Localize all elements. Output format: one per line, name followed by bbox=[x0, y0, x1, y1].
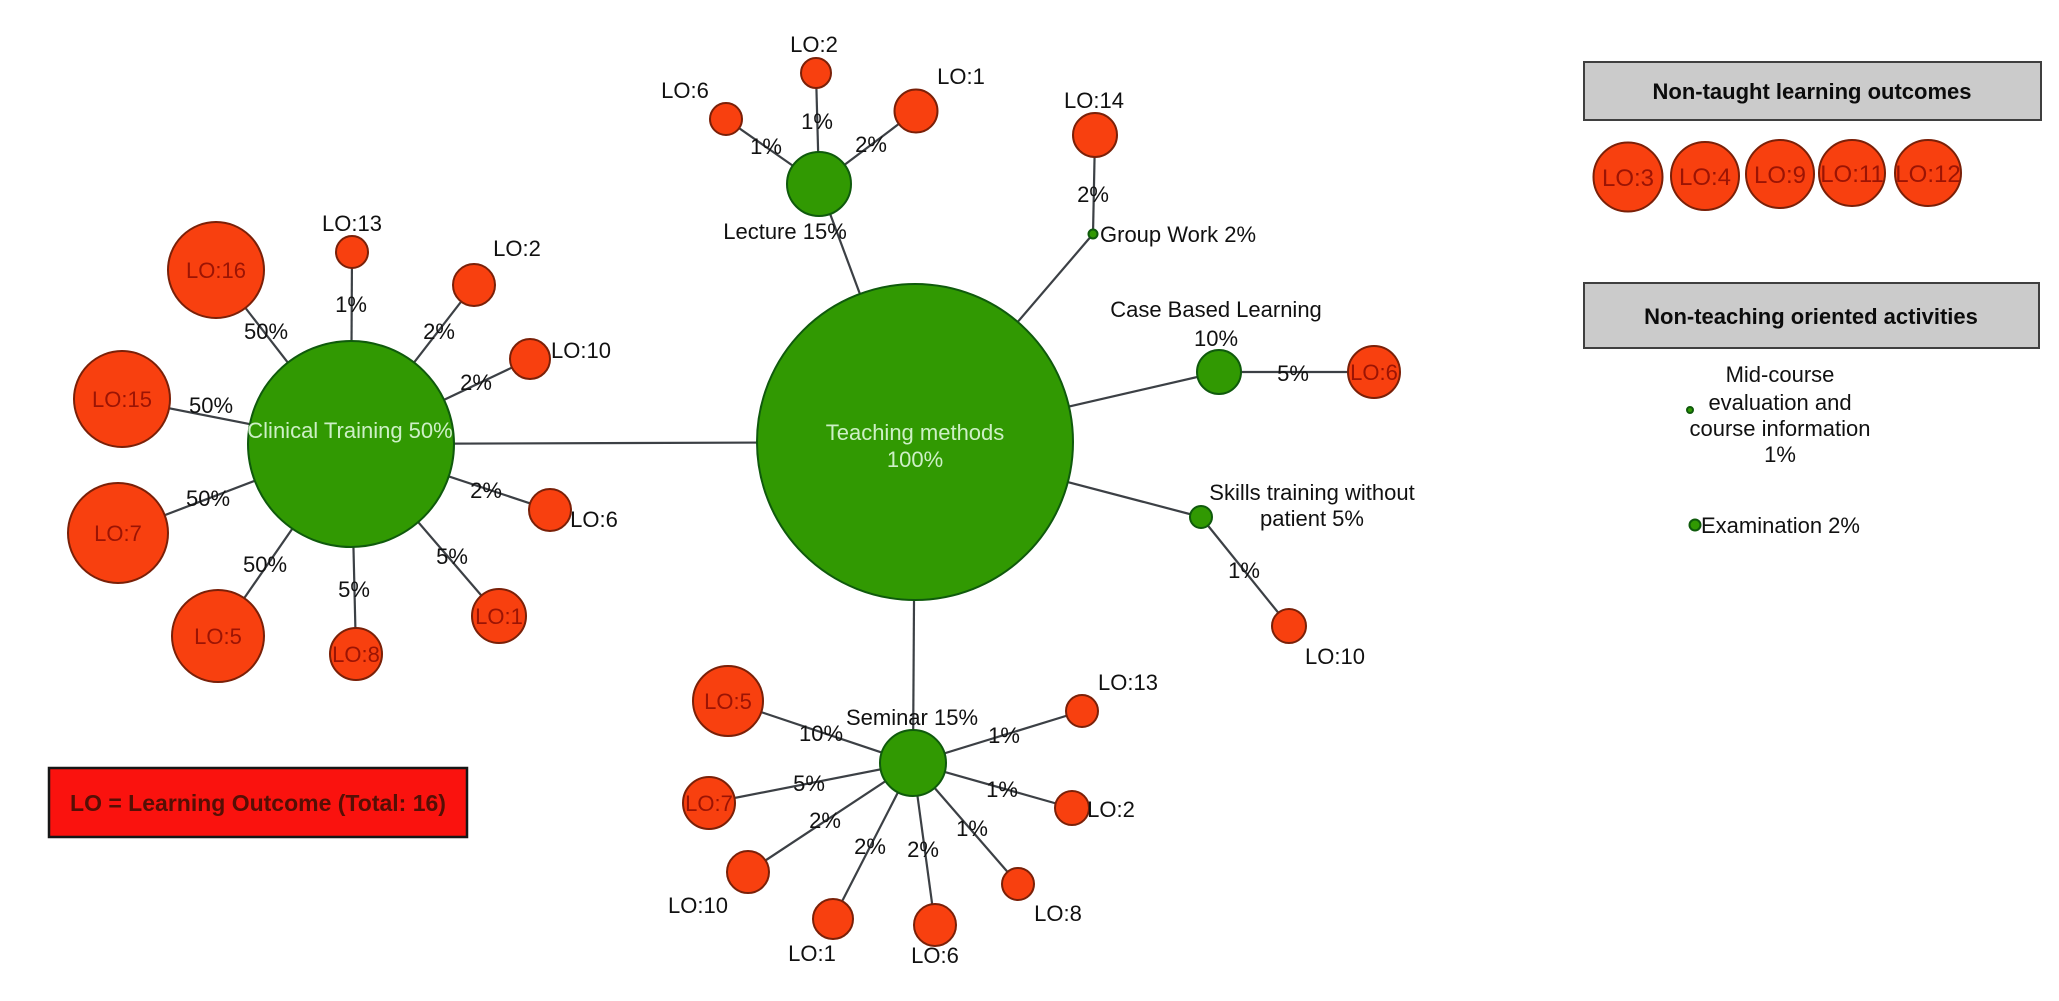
svg-text:Group Work 2%: Group Work 2% bbox=[1100, 222, 1256, 247]
svg-text:Case Based Learning: Case Based Learning bbox=[1110, 297, 1322, 322]
svg-text:Teaching methods: Teaching methods bbox=[826, 420, 1005, 445]
svg-text:evaluation and: evaluation and bbox=[1708, 390, 1851, 415]
svg-text:5%: 5% bbox=[436, 544, 468, 569]
svg-text:LO:1: LO:1 bbox=[475, 604, 523, 629]
svg-text:LO:6: LO:6 bbox=[661, 78, 709, 103]
svg-text:LO = Learning Outcome (Total:: LO = Learning Outcome (Total: 16) bbox=[70, 790, 446, 816]
svg-text:Non-taught learning outcomes: Non-taught learning outcomes bbox=[1653, 79, 1972, 104]
svg-text:LO:2: LO:2 bbox=[493, 236, 541, 261]
svg-text:1%: 1% bbox=[335, 292, 367, 317]
svg-text:LO:12: LO:12 bbox=[1895, 161, 1960, 188]
svg-text:1%: 1% bbox=[986, 777, 1018, 802]
svg-text:2%: 2% bbox=[470, 478, 502, 503]
svg-text:LO:11: LO:11 bbox=[1820, 161, 1884, 188]
svg-text:2%: 2% bbox=[809, 808, 841, 833]
svg-text:Non-teaching oriented activiti: Non-teaching oriented activities bbox=[1644, 304, 1978, 329]
svg-text:LO:7: LO:7 bbox=[685, 791, 733, 816]
svg-text:LO:9: LO:9 bbox=[1754, 162, 1806, 189]
svg-text:LO:2: LO:2 bbox=[1087, 797, 1135, 822]
svg-text:LO:15: LO:15 bbox=[92, 387, 152, 412]
svg-text:50%: 50% bbox=[189, 393, 233, 418]
svg-text:LO:2: LO:2 bbox=[790, 32, 838, 57]
svg-text:2%: 2% bbox=[855, 132, 887, 157]
svg-text:LO:10: LO:10 bbox=[668, 893, 728, 918]
svg-text:2%: 2% bbox=[854, 834, 886, 859]
svg-text:Examination 2%: Examination 2% bbox=[1701, 513, 1860, 538]
svg-text:5%: 5% bbox=[1277, 361, 1309, 386]
svg-text:LO:5: LO:5 bbox=[704, 689, 752, 714]
svg-text:10%: 10% bbox=[1194, 326, 1238, 351]
svg-text:Mid-course: Mid-course bbox=[1726, 362, 1835, 387]
svg-text:5%: 5% bbox=[338, 577, 370, 602]
svg-text:LO:8: LO:8 bbox=[332, 642, 380, 667]
svg-text:50%: 50% bbox=[244, 319, 288, 344]
svg-text:50%: 50% bbox=[186, 486, 230, 511]
svg-text:Clinical Training 50%: Clinical Training 50% bbox=[247, 418, 452, 443]
svg-text:5%: 5% bbox=[793, 771, 825, 796]
svg-text:LO:10: LO:10 bbox=[1305, 644, 1365, 669]
svg-text:LO:10: LO:10 bbox=[551, 338, 611, 363]
svg-text:Lecture 15%: Lecture 15% bbox=[723, 219, 847, 244]
svg-text:2%: 2% bbox=[460, 370, 492, 395]
svg-text:LO:4: LO:4 bbox=[1679, 164, 1731, 191]
svg-text:patient 5%: patient 5% bbox=[1260, 506, 1364, 531]
svg-text:LO:1: LO:1 bbox=[788, 941, 836, 966]
svg-text:LO:14: LO:14 bbox=[1064, 88, 1124, 113]
svg-text:1%: 1% bbox=[801, 109, 833, 134]
svg-text:LO:6: LO:6 bbox=[911, 943, 959, 968]
svg-text:LO:3: LO:3 bbox=[1602, 165, 1654, 192]
svg-text:1%: 1% bbox=[956, 816, 988, 841]
svg-text:1%: 1% bbox=[988, 723, 1020, 748]
svg-text:1%: 1% bbox=[1228, 558, 1260, 583]
svg-text:Seminar 15%: Seminar 15% bbox=[846, 705, 978, 730]
svg-text:1%: 1% bbox=[750, 134, 782, 159]
svg-text:LO:16: LO:16 bbox=[186, 258, 246, 283]
svg-text:LO:6: LO:6 bbox=[1350, 360, 1398, 385]
svg-text:10%: 10% bbox=[799, 721, 843, 746]
svg-text:2%: 2% bbox=[1077, 182, 1109, 207]
svg-text:LO:6: LO:6 bbox=[570, 507, 618, 532]
svg-text:LO:7: LO:7 bbox=[94, 521, 142, 546]
svg-text:2%: 2% bbox=[907, 837, 939, 862]
svg-text:LO:8: LO:8 bbox=[1034, 901, 1082, 926]
svg-text:LO:13: LO:13 bbox=[1098, 670, 1158, 695]
svg-text:course information: course information bbox=[1690, 416, 1871, 441]
svg-text:2%: 2% bbox=[423, 319, 455, 344]
svg-text:LO:13: LO:13 bbox=[322, 211, 382, 236]
svg-text:Skills training without: Skills training without bbox=[1209, 480, 1414, 505]
svg-text:LO:5: LO:5 bbox=[194, 624, 242, 649]
svg-text:100%: 100% bbox=[887, 447, 943, 472]
svg-text:1%: 1% bbox=[1764, 442, 1796, 467]
svg-text:50%: 50% bbox=[243, 552, 287, 577]
svg-text:LO:1: LO:1 bbox=[937, 64, 985, 89]
